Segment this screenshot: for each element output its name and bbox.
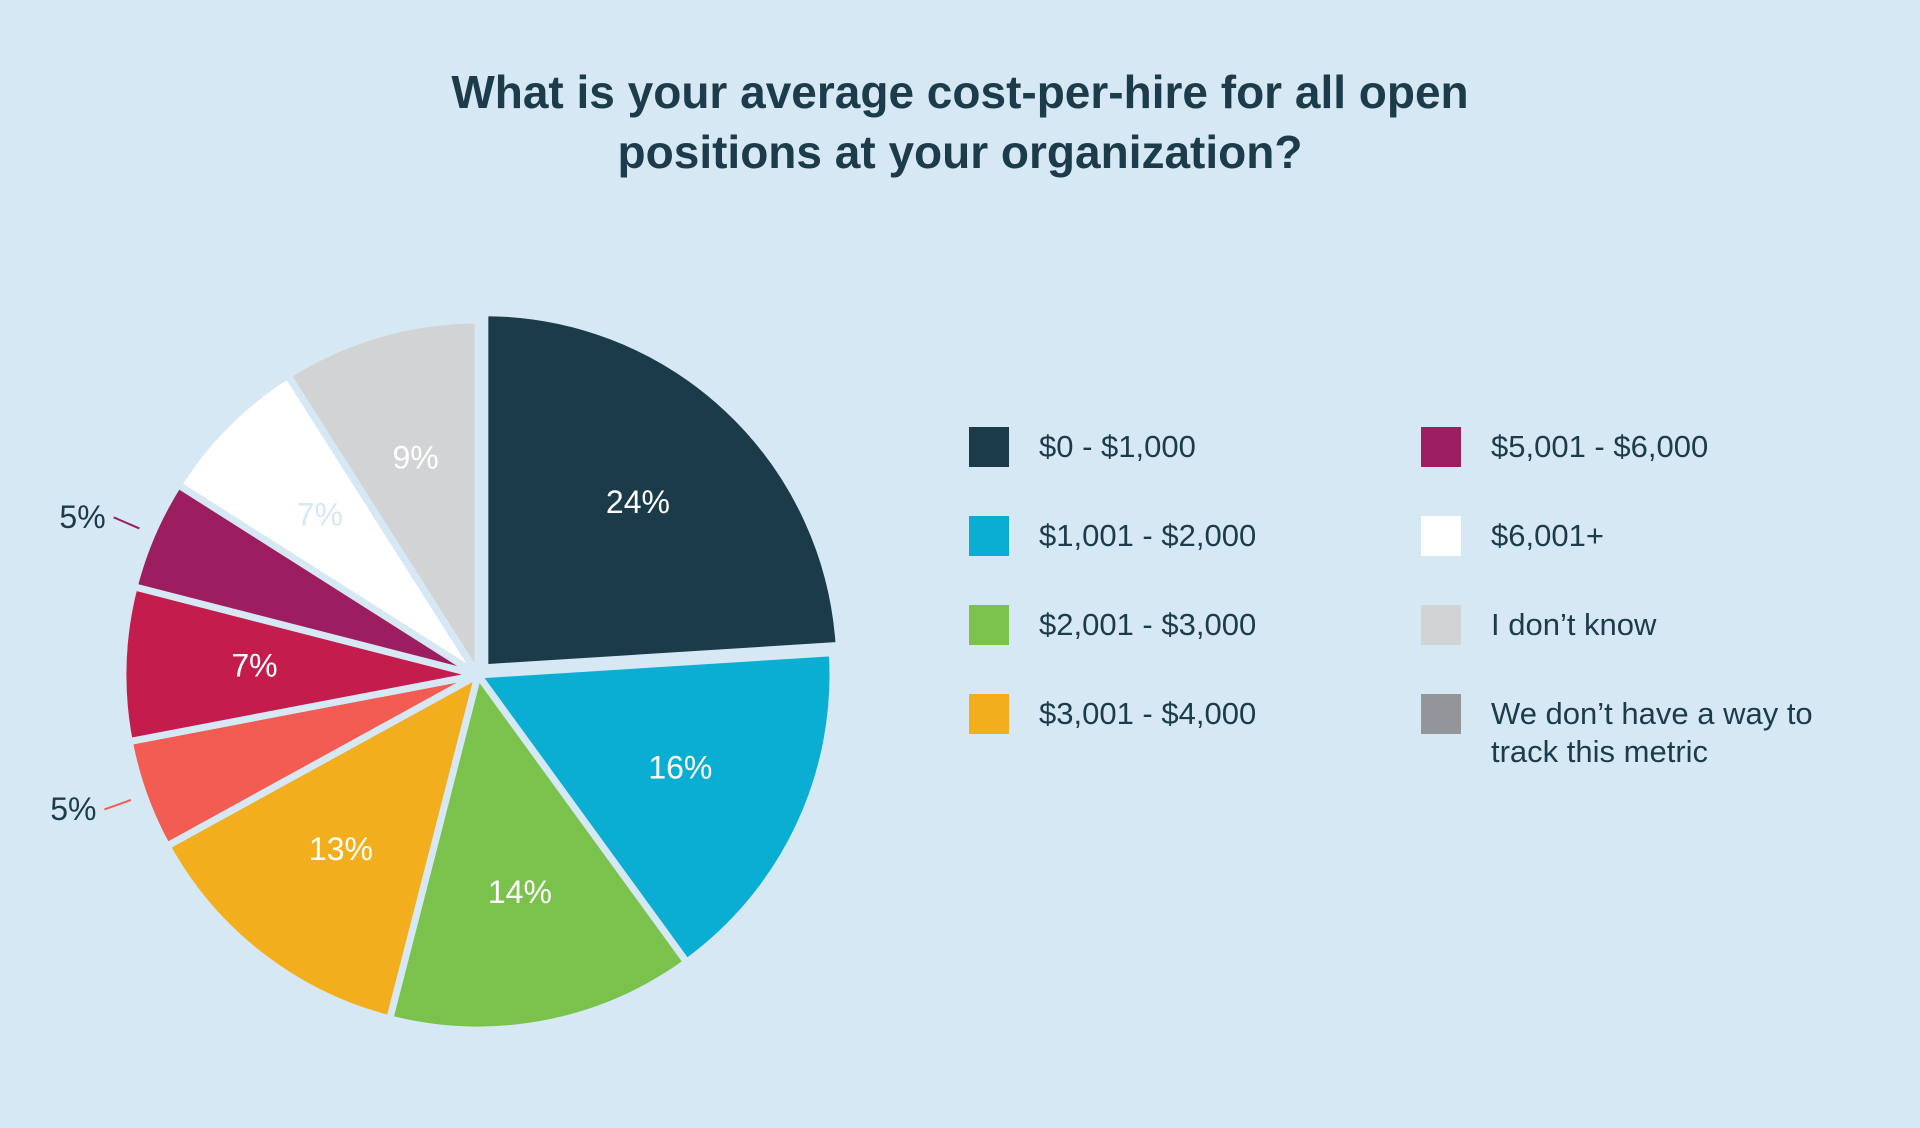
slice-label: 16% [648,750,712,786]
legend-label: I don’t know [1491,607,1657,642]
pie-slice [163,671,482,1023]
slice-label: 14% [488,874,552,910]
leader-line [113,516,140,530]
pie-slice [386,671,691,1034]
legend-item: $5,001 - $6,000 [1421,427,1871,516]
legend-swatch [1421,605,1461,645]
legend-column-1: $0 - $1,000 $1,001 - $2,000 $2,001 - $3,… [969,427,1256,783]
legend-item: $3,001 - $4,000 [969,694,1256,783]
legend-swatch [969,516,1009,556]
chart-title-line-2: positions at your organization? [617,126,1303,178]
slice-label: 5% [50,791,96,827]
pie-slice [119,583,482,746]
pie-slice [174,371,482,679]
pie-slice [474,649,837,966]
legend-item: $0 - $1,000 [969,427,1256,516]
legend-swatch [1421,427,1461,467]
legend-swatch [969,605,1009,645]
legend-label: $5,001 - $6,000 [1491,429,1709,464]
legend-column-2: $5,001 - $6,000 $6,001+ I don’t know We … [1421,427,1871,783]
slice-label: 5% [59,499,105,535]
pie-slice [284,316,482,679]
legend-label: $3,001 - $4,000 [1039,696,1257,731]
chart-title: What is your average cost-per-hire for a… [0,62,1920,182]
legend-label: $0 - $1,000 [1039,429,1196,464]
legend-swatch [1421,694,1461,734]
slice-label: 24% [606,484,670,520]
legend-label: $2,001 - $3,000 [1039,607,1257,642]
legend-item: We don’t have a way to track this metric [1421,694,1871,783]
legend-swatch [1421,516,1461,556]
slice-label: 9% [392,440,438,476]
slice-label: 7% [297,496,343,532]
legend-item: I don’t know [1421,605,1871,694]
slice-label: 7% [231,647,277,683]
slice-label: 13% [309,831,373,867]
chart-title-line-1: What is your average cost-per-hire for a… [451,66,1469,118]
leader-line [104,799,132,811]
legend-swatch [969,694,1009,734]
legend-label: $6,001+ [1491,518,1604,553]
legend-item: $6,001+ [1421,516,1871,605]
legend-item: $1,001 - $2,000 [969,516,1256,605]
legend-label: $1,001 - $2,000 [1039,518,1257,553]
legend-item: $2,001 - $3,000 [969,605,1256,694]
legend-swatch [969,427,1009,467]
pie-slice [481,309,843,672]
legend-label: We don’t have a way to track this metric [1491,696,1813,769]
